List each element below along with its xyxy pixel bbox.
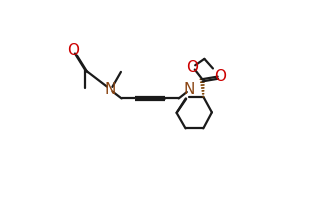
- Text: O: O: [186, 60, 199, 75]
- Text: N: N: [104, 82, 116, 97]
- Text: O: O: [67, 43, 79, 58]
- Text: O: O: [214, 69, 226, 84]
- Text: N: N: [183, 82, 195, 97]
